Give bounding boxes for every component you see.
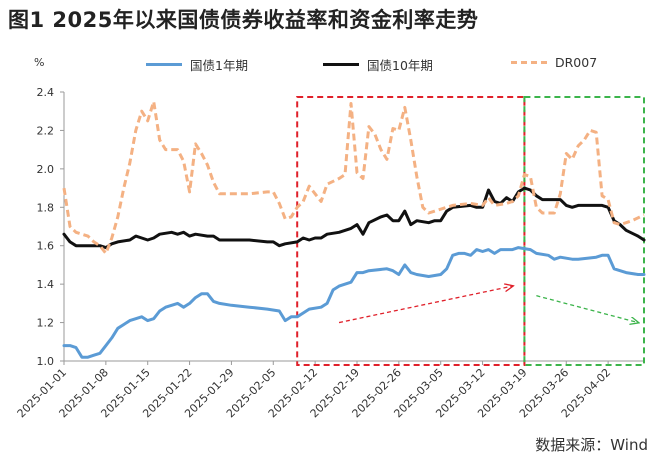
y-tick-label: 2.4: [37, 86, 55, 99]
y-unit-label: %: [34, 56, 45, 69]
legend-item-gov1y: 国债1年期: [146, 55, 248, 74]
y-tick-label: 1.4: [37, 278, 55, 291]
y-tick-label: 1.0: [37, 355, 55, 368]
up-trend-arrow: [338, 286, 512, 324]
legend-label-gov10y: 国债10年期: [367, 58, 433, 73]
y-tick-label: 2.2: [37, 124, 55, 137]
data-source: 数据来源：Wind: [535, 436, 648, 454]
y-tick-label: 1.2: [37, 317, 55, 330]
legend-swatch-dr007: [511, 61, 547, 64]
legend: 国债1年期 国债10年期 DR007: [0, 55, 660, 77]
legend-swatch-gov10y: [323, 63, 359, 66]
legend-item-dr007: DR007: [511, 55, 597, 70]
legend-swatch-gov1y: [146, 63, 182, 66]
legend-item-gov10y: 国债10年期: [323, 55, 433, 74]
green-highlight-box: [523, 96, 645, 366]
figure-title: 图1 2025年以来国债债券收益率和资金利率走势: [8, 8, 479, 32]
y-tick-label: 1.8: [37, 201, 55, 214]
red-highlight-box: [296, 96, 526, 366]
dr007-line: [62, 100, 645, 255]
y-tick-label: 1.6: [37, 240, 55, 253]
legend-label-dr007: DR007: [555, 55, 598, 70]
down-trend-arrow: [536, 295, 638, 323]
gov10y-line: [62, 186, 646, 250]
y-tick-label: 2.0: [37, 163, 55, 176]
gov1y-line: [62, 246, 646, 359]
legend-label-gov1y: 国债1年期: [190, 58, 248, 73]
